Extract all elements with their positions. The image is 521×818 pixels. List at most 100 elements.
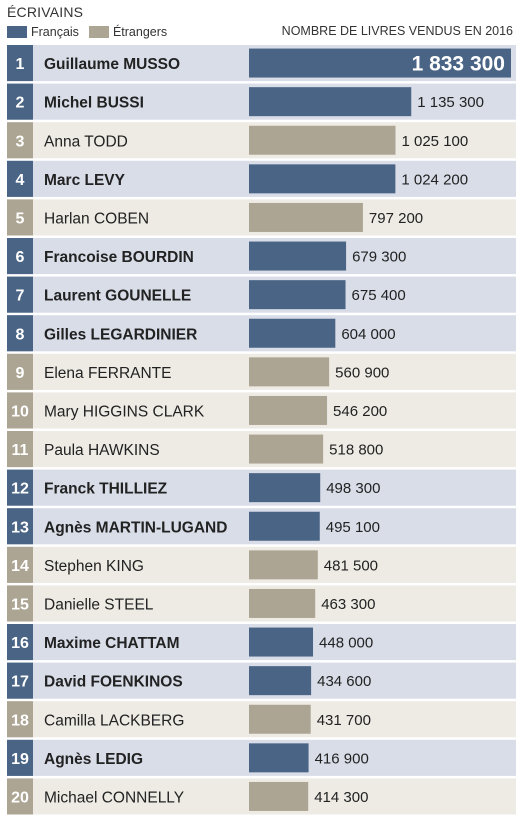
chart-row-14: 14 Stephen KING 481 500 <box>7 546 516 583</box>
legend: Français Étrangers <box>7 24 177 40</box>
value-label: 675 400 <box>352 287 406 304</box>
rank-label: 1 <box>16 56 25 73</box>
rank-label: 12 <box>11 481 29 498</box>
measure-label: NOMBRE DE LIVRES VENDUS EN 2016 <box>281 24 513 38</box>
author-name: Gilles LEGARDINIER <box>44 326 197 343</box>
author-name: Agnès MARTIN-LUGAND <box>44 519 227 536</box>
rank-box <box>7 778 33 815</box>
bar <box>249 48 511 78</box>
rank-box <box>7 662 33 699</box>
author-name: Paula HAWKINS <box>44 442 160 459</box>
value-label: 797 200 <box>369 210 423 227</box>
rank-label: 11 <box>12 442 29 459</box>
rank-label: 4 <box>16 172 25 189</box>
legend-swatch-francais <box>7 26 27 38</box>
value-label: 431 700 <box>317 712 371 729</box>
rank-box <box>7 199 33 236</box>
legend-label-francais: Français <box>31 25 79 39</box>
legend-item-etrangers: Étrangers <box>88 25 168 39</box>
rank-label: 14 <box>11 558 29 575</box>
value-label: 448 000 <box>319 635 373 652</box>
chart-row-18: 18 Camilla LACKBERG 431 700 <box>7 701 516 738</box>
value-label: 1 024 200 <box>401 171 468 188</box>
rank-box <box>7 160 33 197</box>
chart-row-8: 8 Gilles LEGARDINIER 604 000 <box>7 315 516 352</box>
chart-row-12: 12 Franck THILLIEZ 498 300 <box>7 469 516 506</box>
author-name: Marc LEVY <box>44 172 126 189</box>
chart-row-4: 4 Marc LEVY 1 024 200 <box>7 160 516 197</box>
author-name: Laurent GOUNELLE <box>44 288 191 305</box>
author-name: Danielle STEEL <box>44 596 154 613</box>
legend-label-etrangers: Étrangers <box>112 25 168 39</box>
bar <box>249 666 312 696</box>
rank-label: 8 <box>16 326 25 343</box>
rank-label: 13 <box>11 519 29 536</box>
bar <box>249 280 346 310</box>
rank-box <box>7 469 33 506</box>
author-name: Agnès LEDIG <box>44 751 143 768</box>
chart-row-2: 2 Michel BUSSI 1 135 300 <box>7 83 516 120</box>
rank-box <box>7 508 33 545</box>
rank-box <box>7 546 33 583</box>
rank-box <box>7 276 33 313</box>
author-name: Camilla LACKBERG <box>44 712 184 729</box>
chart-row-17: 17 David FOENKINOS 434 600 <box>7 662 516 699</box>
chart-title: ÉCRIVAINS <box>7 4 84 20</box>
author-name: Harlan COBEN <box>44 210 149 227</box>
rank-box <box>7 624 33 661</box>
bar <box>249 241 347 271</box>
bar <box>249 164 396 194</box>
author-name: Maxime CHATTAM <box>44 635 180 652</box>
chart-row-16: 16 Maxime CHATTAM 448 000 <box>7 624 516 661</box>
bar <box>249 550 318 580</box>
chart-row-5: 5 Harlan COBEN 797 200 <box>7 199 516 236</box>
value-label: 1 025 100 <box>401 133 468 150</box>
chart-row-7: 7 Laurent GOUNELLE 675 400 <box>7 276 516 313</box>
value-label: 679 300 <box>352 249 406 266</box>
bar <box>249 395 328 425</box>
bar <box>249 627 314 657</box>
author-name: Michael CONNELLY <box>44 789 184 806</box>
chart-row-10: 10 Mary HIGGINS CLARK 546 200 <box>7 392 516 429</box>
author-name: Michel BUSSI <box>44 95 144 112</box>
bar <box>249 125 396 155</box>
legend-swatch-etrangers <box>88 26 109 38</box>
rank-label: 20 <box>11 789 29 806</box>
chart-row-3: 3 Anna TODD 1 025 100 <box>7 122 516 159</box>
bar <box>249 318 336 348</box>
legend-item-francais: Français <box>7 25 79 39</box>
value-label: 560 900 <box>335 364 389 381</box>
author-name: David FOENKINOS <box>44 674 183 691</box>
rank-box <box>7 122 33 159</box>
value-label: 416 900 <box>315 750 369 767</box>
rank-box <box>7 585 33 622</box>
value-label: 604 000 <box>341 326 395 343</box>
rank-label: 6 <box>16 249 25 266</box>
value-label: 414 300 <box>314 789 368 806</box>
bar <box>249 704 311 734</box>
bar <box>249 202 363 232</box>
rank-label: 3 <box>16 133 25 150</box>
bar <box>249 781 309 811</box>
author-name: Francoise BOURDIN <box>44 249 194 266</box>
rank-label: 16 <box>11 635 29 652</box>
bar <box>249 473 321 503</box>
rank-label: 19 <box>11 751 29 768</box>
bar <box>249 357 330 387</box>
chart-row-11: 11 Paula HAWKINS 518 800 <box>7 431 516 468</box>
rank-box <box>7 431 33 468</box>
author-name: Stephen KING <box>44 558 144 575</box>
value-label: 481 500 <box>324 557 378 574</box>
chart-row-15: 15 Danielle STEEL 463 300 <box>7 585 516 622</box>
bar <box>249 511 320 541</box>
author-name: Mary HIGGINS CLARK <box>44 403 205 420</box>
rank-label: 7 <box>16 288 25 305</box>
rank-label: 18 <box>11 712 29 729</box>
value-label: 463 300 <box>321 596 375 613</box>
value-label: 518 800 <box>329 442 383 459</box>
rank-label: 2 <box>16 95 25 112</box>
rank-label: 9 <box>16 365 25 382</box>
author-name: Elena FERRANTE <box>44 365 171 382</box>
rank-box <box>7 83 33 120</box>
chart-row-19: 19 Agnès LEDIG 416 900 <box>7 739 516 776</box>
